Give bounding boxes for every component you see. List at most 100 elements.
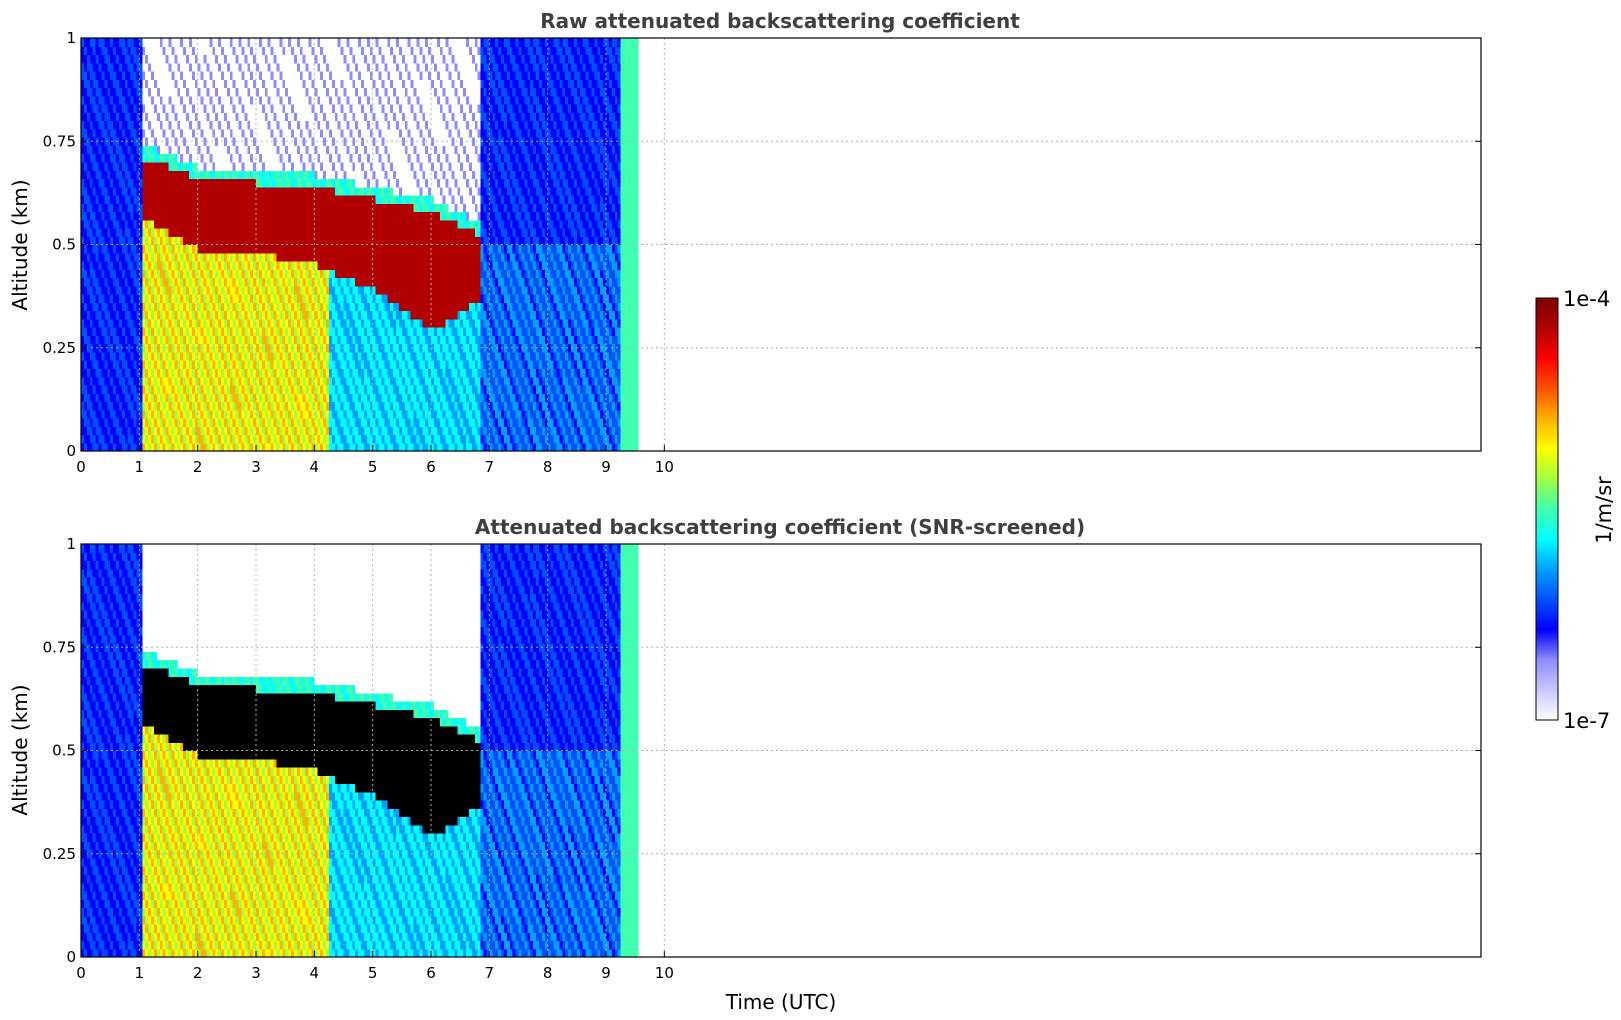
heatmap-cell xyxy=(200,54,205,64)
heatmap-cell xyxy=(159,401,164,411)
heatmap-cell xyxy=(288,71,292,80)
heatmap-cell xyxy=(86,104,91,113)
heatmap-cell xyxy=(334,261,339,270)
heatmap-cell xyxy=(331,360,336,369)
heatmap-cell xyxy=(232,318,237,328)
heatmap-cell xyxy=(229,351,234,361)
heatmap-cell xyxy=(194,409,199,419)
heatmap-cell xyxy=(197,384,202,394)
heatmap-cell xyxy=(346,269,350,279)
heatmap-cell xyxy=(235,442,240,452)
heatmap-cell xyxy=(369,409,374,419)
heatmap-cell xyxy=(162,294,167,303)
heatmap-cell xyxy=(162,252,167,262)
heatmap-cell xyxy=(174,194,178,204)
heatmap-cell xyxy=(366,269,371,279)
heatmap-cell xyxy=(334,145,339,155)
heatmap-cell xyxy=(104,128,108,138)
heatmap-cell xyxy=(282,95,286,105)
heatmap-cell xyxy=(331,261,336,270)
heatmap-cell xyxy=(215,368,219,378)
heatmap-cell xyxy=(145,335,149,345)
heatmap-cell xyxy=(358,327,362,336)
heatmap-cell xyxy=(340,87,345,97)
heatmap-cell xyxy=(156,153,161,163)
heatmap-cell xyxy=(229,277,234,287)
heatmap-cell xyxy=(235,360,240,369)
heatmap-cell xyxy=(104,434,108,444)
heatmap-cell xyxy=(296,161,301,171)
heatmap-cell xyxy=(188,137,193,146)
heatmap-cell xyxy=(215,327,219,336)
heatmap-cell xyxy=(121,211,126,221)
heatmap-cell xyxy=(247,62,251,72)
heatmap-cell xyxy=(168,145,173,155)
heatmap-cell xyxy=(299,252,304,262)
heatmap-cell xyxy=(180,351,184,361)
heatmap-cell xyxy=(215,95,219,105)
heatmap-cell xyxy=(218,360,222,369)
heatmap-cell xyxy=(86,277,91,287)
heatmap-cell xyxy=(104,161,108,171)
heatmap-cell xyxy=(291,368,295,378)
heatmap-cell xyxy=(276,128,280,138)
heatmap-cell xyxy=(308,244,313,254)
heatmap-cell xyxy=(139,112,143,122)
heatmap-cell xyxy=(136,294,140,303)
heatmap-cell xyxy=(136,46,140,56)
heatmap-cell xyxy=(314,310,318,320)
heatmap-cell xyxy=(349,434,353,444)
heatmap-cell xyxy=(145,327,149,336)
heatmap-cell xyxy=(104,211,108,221)
heatmap-cell xyxy=(118,285,123,295)
heatmap-cell xyxy=(235,409,240,419)
heatmap-cell xyxy=(358,79,362,89)
heatmap-cell xyxy=(206,203,210,213)
heatmap-cell xyxy=(235,128,240,138)
heatmap-cell xyxy=(101,368,105,378)
heatmap-cell xyxy=(349,327,353,336)
heatmap-cell xyxy=(340,318,345,328)
heatmap-cell xyxy=(197,219,202,229)
heatmap-cell xyxy=(253,343,257,353)
heatmap-cell xyxy=(267,360,272,369)
heatmap-cell xyxy=(311,393,315,403)
heatmap-cell xyxy=(145,302,149,312)
heatmap-cell xyxy=(118,417,123,427)
heatmap-cell xyxy=(296,417,301,427)
heatmap-cell xyxy=(133,71,138,80)
heatmap-cell xyxy=(151,120,155,130)
heatmap-cell xyxy=(194,351,199,361)
heatmap-cell xyxy=(218,409,222,419)
heatmap-cell xyxy=(349,442,353,452)
heatmap-cell xyxy=(279,294,283,303)
heatmap-cell xyxy=(349,178,353,188)
heatmap-cell xyxy=(110,186,114,196)
heatmap-cell xyxy=(256,310,260,320)
heatmap-cell xyxy=(226,302,231,312)
heatmap-cell xyxy=(229,79,234,89)
heatmap-cell xyxy=(107,426,111,436)
heatmap-cell xyxy=(215,87,219,97)
heatmap-cell xyxy=(256,426,260,436)
heatmap-cell xyxy=(229,186,234,196)
heatmap-cell xyxy=(159,236,164,246)
heatmap-cell xyxy=(261,128,266,138)
heatmap-cell xyxy=(258,161,263,171)
heatmap-cell xyxy=(276,79,280,89)
heatmap-cell xyxy=(153,294,158,303)
heatmap-cell xyxy=(273,71,278,80)
heatmap-cell xyxy=(153,269,158,279)
heatmap-cell xyxy=(127,112,132,122)
heatmap-cell xyxy=(200,327,205,336)
heatmap-cell xyxy=(308,161,313,171)
heatmap-cell xyxy=(293,269,298,279)
heatmap-cell xyxy=(83,186,88,196)
heatmap-cell xyxy=(194,211,199,221)
heatmap-cell xyxy=(130,219,135,229)
heatmap-cell xyxy=(302,161,307,171)
heatmap-cell xyxy=(188,277,193,287)
heatmap-cell xyxy=(270,153,275,163)
heatmap-cell xyxy=(279,261,283,270)
heatmap-cell xyxy=(250,211,254,221)
